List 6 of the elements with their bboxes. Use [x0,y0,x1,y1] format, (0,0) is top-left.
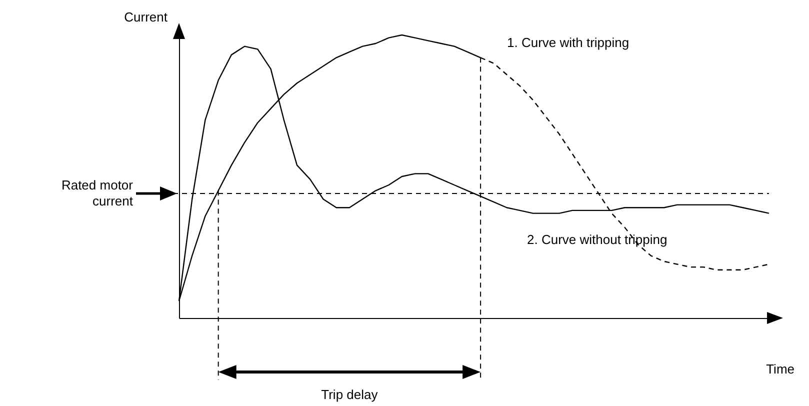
ref-line-label: Rated motor current [61,177,134,208]
x-axis-title: Time [766,362,794,376]
text: Trip delay [321,387,378,402]
series-label: 2. Curve without tripping [527,232,668,247]
text: 1. Curve with tripping [507,35,630,50]
y-axis-title: Current [124,10,168,24]
